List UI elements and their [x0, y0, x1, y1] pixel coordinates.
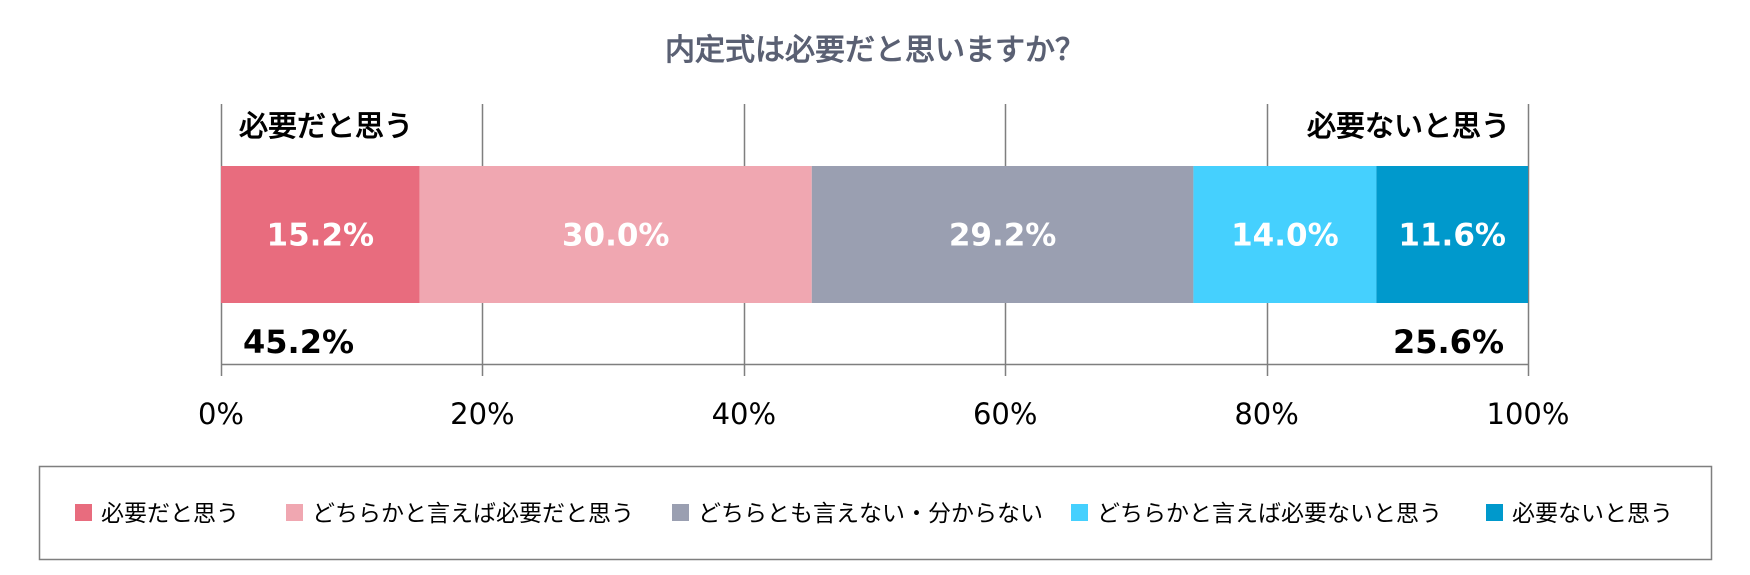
bar-segment [419, 166, 812, 303]
bar-segments [221, 166, 1528, 303]
bar-segment [1376, 166, 1528, 303]
x-tick-label: 100% [1487, 397, 1570, 431]
legend-swatch [75, 504, 92, 521]
chart-title: 内定式は必要だと思いますか？ [665, 33, 1085, 68]
legend-swatch [286, 504, 303, 521]
bar-value-label: 30.0% [562, 218, 670, 254]
x-tick-label: 20% [450, 397, 514, 431]
group-total: 45.2% [243, 323, 354, 361]
legend-box [38, 465, 1713, 561]
legend-label: どちらかと言えば必要だと思う [312, 501, 634, 527]
group-labels: 必要だと思う 45.2% 必要ないと思う 25.6% [239, 109, 1510, 361]
bar-value-labels: 15.2% 30.0% 29.2% 14.0% 11.6% [267, 218, 1506, 254]
group-label: 必要だと思う [239, 109, 413, 143]
x-axis: 0% 20% 40% 60% 80% 100% [198, 363, 1570, 431]
legend-swatch [672, 504, 689, 521]
legend-label: どちらかと言えば必要ないと思う [1097, 501, 1442, 527]
x-tick-label: 40% [712, 397, 776, 431]
legend-label: 必要ないと思う [1512, 501, 1673, 527]
legend-label: 必要だと思う [101, 501, 239, 527]
x-tick-label: 80% [1234, 397, 1298, 431]
bar-value-label: 15.2% [267, 218, 375, 254]
group-total: 25.6% [1393, 323, 1504, 361]
group-label: 必要ないと思う [1307, 109, 1510, 143]
legend: 必要だと思う どちらかと言えば必要だと思う どちらとも言えない・分からない どちらかと… [38, 465, 1713, 561]
bar-segment [811, 166, 1194, 303]
x-tick-label: 0% [198, 397, 244, 431]
bar-value-label: 11.6% [1398, 218, 1506, 254]
legend-swatch [1071, 504, 1088, 521]
bar-value-label: 29.2% [949, 218, 1057, 254]
bar-value-label: 14.0% [1231, 218, 1339, 254]
bar-segment [221, 166, 420, 303]
legend-label: どちらとも言えない・分からない [698, 501, 1043, 527]
legend-swatch [1486, 504, 1503, 521]
bar-segment [1193, 166, 1377, 303]
x-tick-label: 60% [973, 397, 1037, 431]
